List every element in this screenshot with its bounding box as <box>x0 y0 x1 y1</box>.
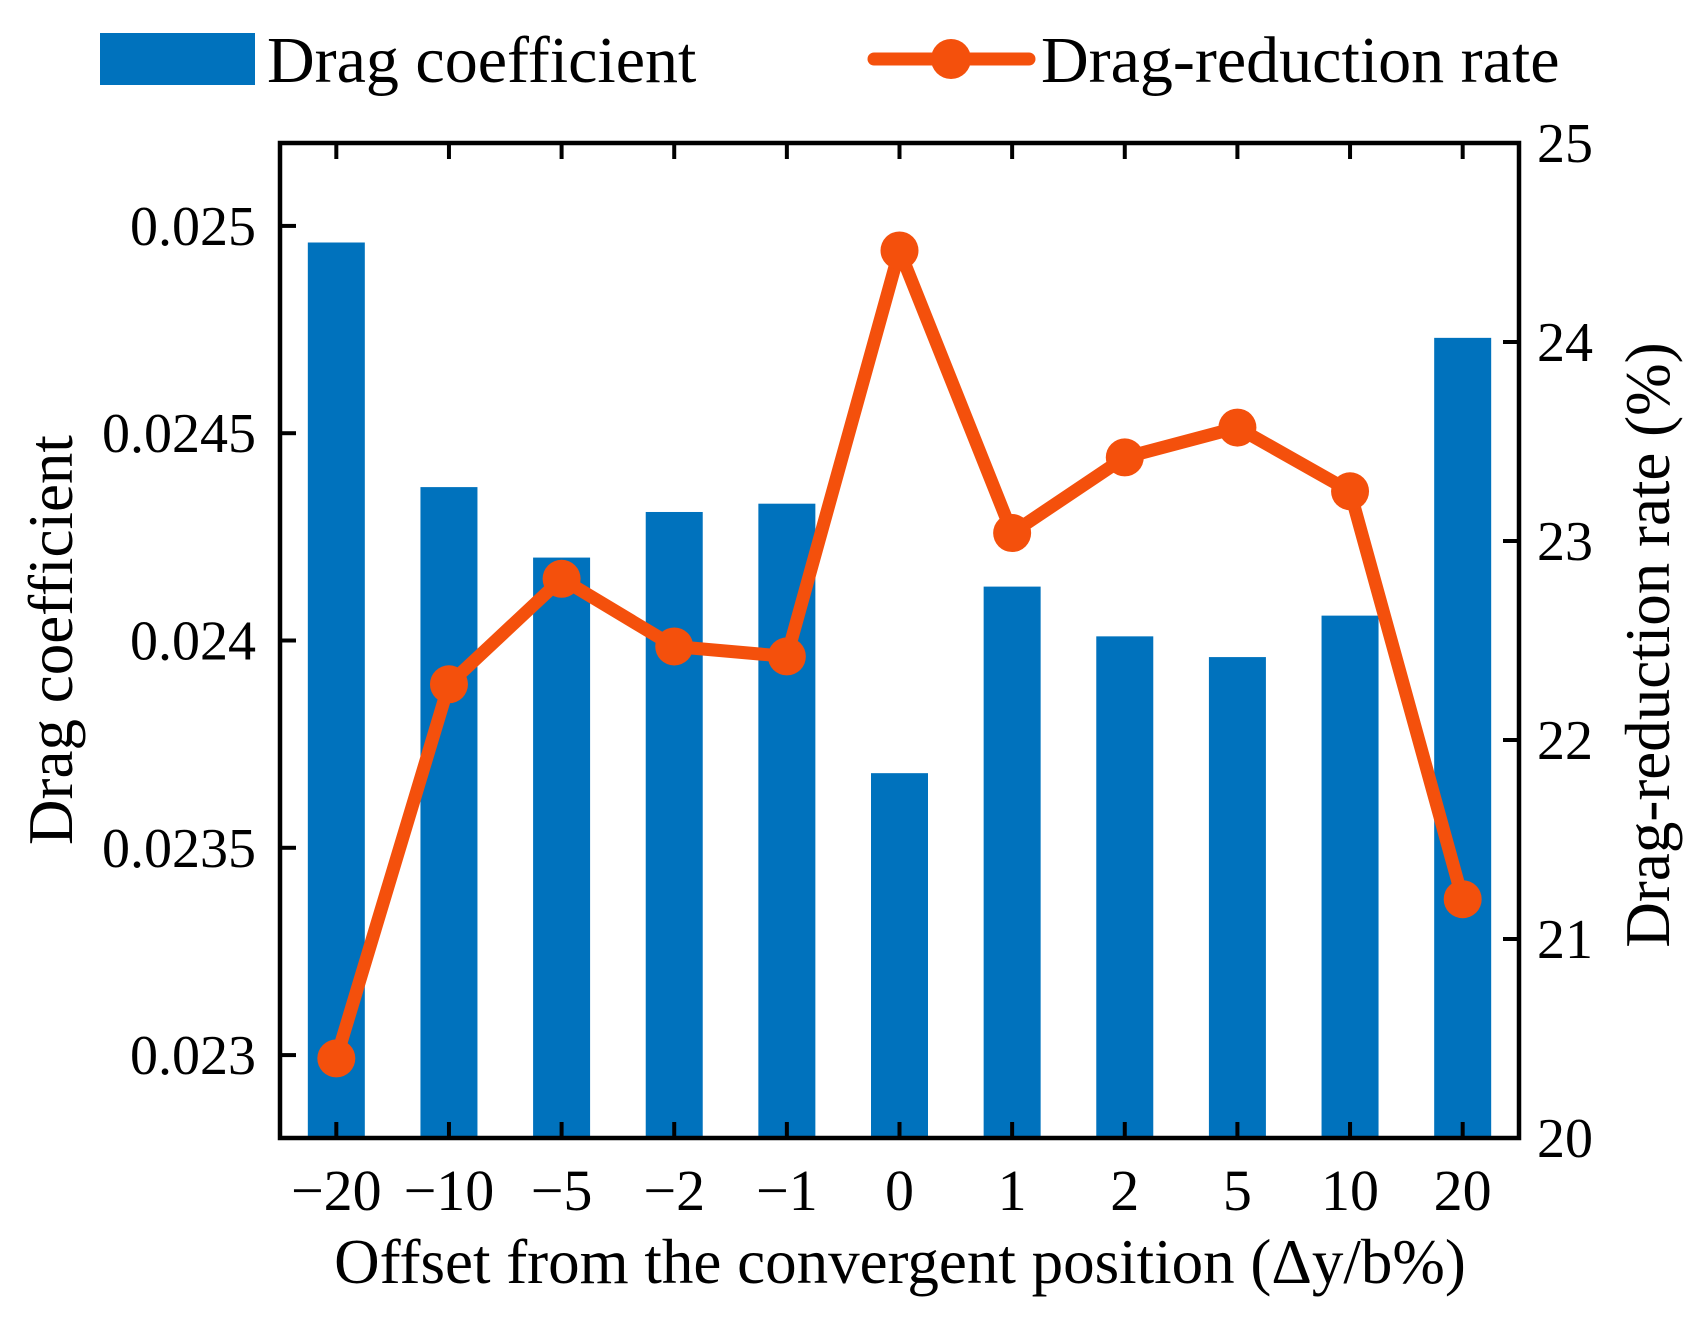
bar <box>871 773 928 1138</box>
bar <box>645 511 703 1139</box>
right-tick-label: 23 <box>1537 511 1593 573</box>
x-tick-label: 20 <box>1434 1158 1492 1223</box>
bar <box>1321 615 1379 1138</box>
line-marker <box>655 627 694 666</box>
left-tick-label: 0.023 <box>130 1025 256 1087</box>
x-tick-label: −2 <box>643 1158 705 1223</box>
left-tick-label: 0.0245 <box>102 403 256 465</box>
axes <box>277 140 1522 1141</box>
right-axis-title: Drag-reduction rate (%) <box>1613 342 1683 947</box>
left-tick-label: 0.0235 <box>102 818 256 880</box>
x-tick-label: 1 <box>998 1158 1027 1223</box>
line-marker <box>993 514 1032 553</box>
line-marker <box>317 1039 356 1078</box>
bar <box>533 557 591 1138</box>
x-tick-label: −10 <box>404 1158 495 1223</box>
bar <box>1208 657 1266 1138</box>
line-marker <box>542 559 581 598</box>
bar <box>1434 337 1492 1139</box>
x-tick-label: 5 <box>1223 1158 1252 1223</box>
bar <box>1096 636 1154 1138</box>
legend: Drag coefficient Drag-reduction rate <box>100 24 1560 97</box>
x-tick-label: 10 <box>1321 1158 1379 1223</box>
right-tick-label: 21 <box>1537 909 1593 971</box>
right-tick-label: 20 <box>1537 1108 1593 1170</box>
line-marker <box>1218 408 1257 447</box>
right-tick-label: 24 <box>1537 312 1593 374</box>
x-tick-label: 0 <box>885 1158 914 1223</box>
x-tick-label: −20 <box>291 1158 382 1223</box>
left-tick-label: 0.024 <box>130 611 256 673</box>
bar <box>420 487 478 1139</box>
legend-bar-label: Drag coefficient <box>267 24 696 97</box>
x-tick-label: −5 <box>531 1158 593 1223</box>
legend-line-label: Drag-reduction rate <box>1041 24 1560 97</box>
x-axis-title: Offset from the convergent position (Δy/… <box>334 1227 1466 1297</box>
left-axis-title: Drag coefficient <box>16 435 86 845</box>
line-marker <box>880 231 919 270</box>
line-series <box>317 231 1482 1078</box>
legend-line-marker-icon <box>931 39 971 79</box>
line-marker <box>1443 880 1482 919</box>
bar-series <box>307 242 1492 1139</box>
legend-bar-swatch <box>100 33 255 85</box>
line-marker <box>1105 438 1144 477</box>
x-tick-label: 2 <box>1110 1158 1139 1223</box>
line-marker <box>1331 472 1370 511</box>
x-tick-label: −1 <box>756 1158 818 1223</box>
right-tick-label: 22 <box>1537 710 1593 772</box>
right-tick-label: 25 <box>1537 113 1593 175</box>
tick-labels: −20 −10 −5 −2 −1 0 1 2 5 10 200.0230.02350.0240.02… <box>102 113 1593 1223</box>
line-marker <box>429 665 468 704</box>
bar <box>983 586 1041 1138</box>
left-tick-label: 0.025 <box>130 196 256 258</box>
line-marker <box>767 637 806 676</box>
